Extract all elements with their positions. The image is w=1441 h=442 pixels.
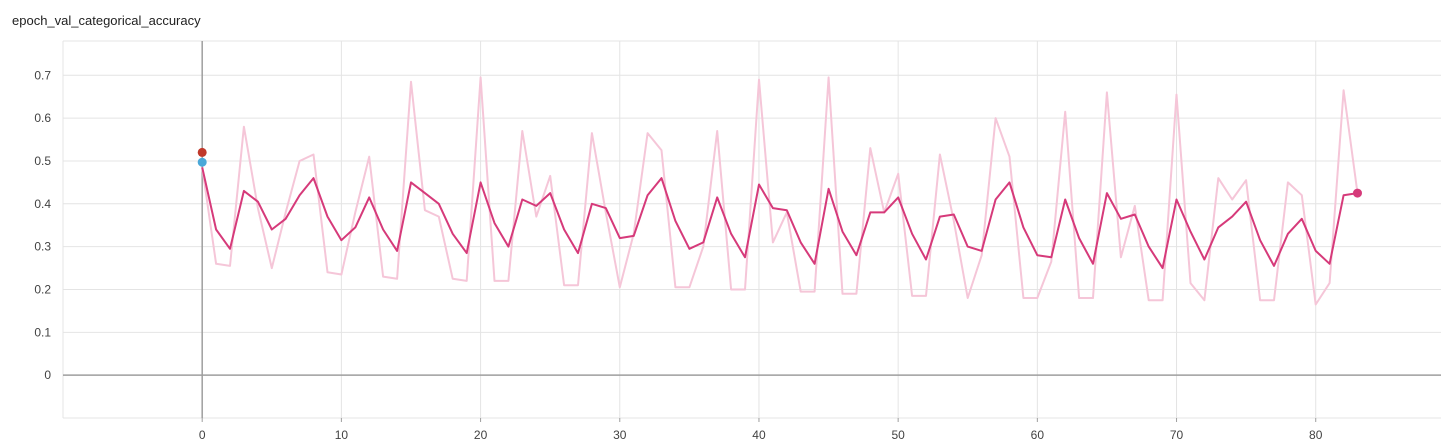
series-lines: [201, 76, 1359, 306]
x-tick-label: 30: [613, 428, 627, 442]
smoothed-series-line[interactable]: [201, 167, 1358, 270]
grid-lines: [62, 40, 1441, 419]
x-tick-label: 0: [199, 428, 206, 442]
y-tick-label: 0.3: [34, 240, 51, 254]
y-tick-label: 0.2: [34, 282, 51, 296]
x-tick-label: 20: [474, 428, 488, 442]
point-marker[interactable]: [197, 147, 207, 157]
y-tick-label: 0.7: [34, 68, 51, 82]
point-marker[interactable]: [1352, 188, 1362, 198]
x-tick-label: 40: [752, 428, 766, 442]
y-tick-label: 0.4: [34, 197, 51, 211]
x-tick-label: 70: [1170, 428, 1184, 442]
axes: [63, 41, 1441, 422]
point-markers: [197, 147, 1362, 198]
y-tick-label: 0.1: [34, 325, 51, 339]
x-tick-label: 10: [335, 428, 349, 442]
tick-labels: 0 0.1 0.2 0.3 0.4 0.5 0.6 0.7 0 10 20 30 40 50 60 70 80: [34, 68, 1322, 442]
x-tick-label: 50: [891, 428, 905, 442]
x-tick-label: 80: [1309, 428, 1323, 442]
y-tick-label: 0.6: [34, 111, 51, 125]
y-tick-label: 0.5: [34, 154, 51, 168]
chart-title: epoch_val_categorical_accuracy: [12, 13, 201, 28]
point-marker[interactable]: [197, 157, 207, 167]
x-tick-label: 60: [1031, 428, 1045, 442]
raw-series-line[interactable]: [201, 76, 1359, 306]
y-tick-label: 0: [44, 368, 51, 382]
